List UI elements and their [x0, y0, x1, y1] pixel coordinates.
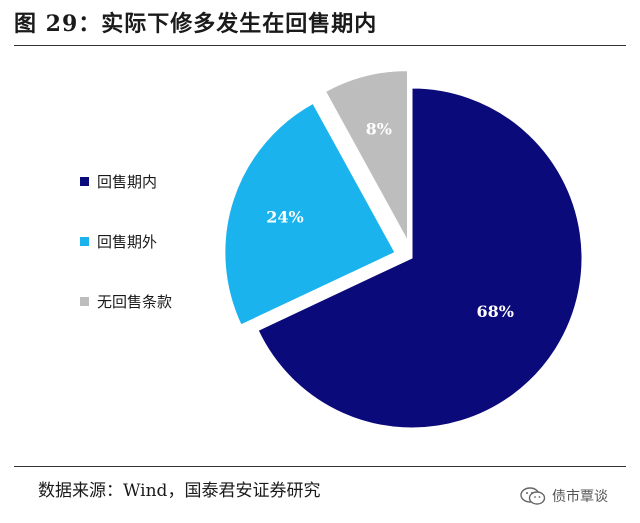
pie-slice-2 [324, 70, 409, 241]
legend-item-out-of-period: 回售期外 [80, 231, 157, 251]
legend-item-in-period: 回售期内 [80, 171, 157, 191]
wechat-icon [520, 487, 546, 505]
slice-label-2: 8% [366, 120, 392, 139]
legend-swatch [80, 296, 89, 306]
title-bar: 图 29：实际下修多发生在回售期内 [0, 0, 640, 44]
watermark-text: 债市覃谈 [552, 489, 608, 505]
bottom-divider [14, 466, 626, 467]
pie-slices [224, 70, 583, 429]
legend-label: 回售期外 [97, 232, 158, 251]
slice-label-1: 24% [266, 208, 303, 227]
pie-slice-0 [257, 87, 583, 429]
source-note: 数据来源：Wind，国泰君安证券研究 [38, 481, 321, 501]
slice-label-0: 68% [477, 302, 514, 321]
legend-swatch [80, 176, 89, 186]
pie-slice-1 [224, 102, 396, 326]
pie-labels: 68% 24% 8% [266, 120, 514, 321]
legend-swatch [80, 236, 89, 246]
legend-label: 无回售条款 [97, 292, 173, 311]
watermark: 债市覃谈 [520, 486, 608, 506]
chart-title: 图 29：实际下修多发生在回售期内 [14, 11, 378, 37]
legend-item-no-putback: 无回售条款 [80, 291, 172, 311]
legend-label: 回售期内 [97, 172, 158, 191]
top-divider [14, 45, 626, 46]
